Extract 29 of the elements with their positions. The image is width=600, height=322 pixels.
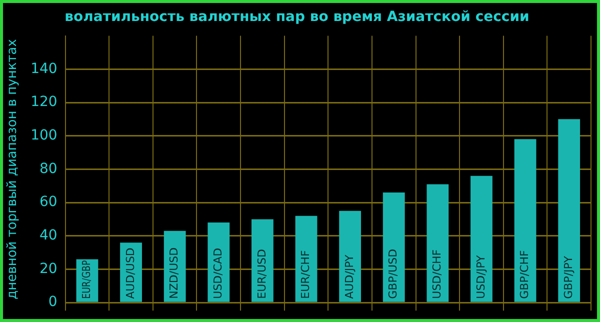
x-tick-label: USD/CAD [212,248,225,299]
y-tick-label: 100 [30,127,58,144]
x-tick-label: AUD/USD [124,248,137,299]
bar [470,176,492,302]
bar [558,119,580,302]
bar [339,210,362,302]
y-tick-label: 140 [30,60,58,77]
y-axis-title: дневной торгвый диапазон в пунктах [5,38,20,300]
x-tick-label: EUR/CHF [299,250,312,299]
y-tick-label: 120 [30,94,58,110]
bar [382,192,405,302]
bar [514,139,536,302]
x-tick-label: AUD/JPY [342,254,356,299]
y-tick-label: 40 [39,228,58,244]
x-tick-label: NZD/USD [168,247,181,299]
bar [252,219,274,302]
x-tick-label: EUR/GBP [81,260,94,299]
y-tick-label: 0 [48,294,58,310]
x-tick-label: GBP/CHF [518,250,532,299]
x-tick-label: USD/JPY [474,255,488,299]
y-tick-label: 20 [39,260,58,277]
x-tick-label: GBP/JPY [562,256,575,299]
x-tick-label: EUR/USD [255,248,268,299]
y-tick-label: 60 [39,194,58,210]
x-tick-label: USD/CHF [430,249,444,299]
x-tick-label: GBP/USD [386,248,400,299]
chart-title: волатильность валютных пар во время Азиатской сессии [64,9,530,26]
y-tick-label: 80 [39,160,58,177]
bar [426,184,449,302]
